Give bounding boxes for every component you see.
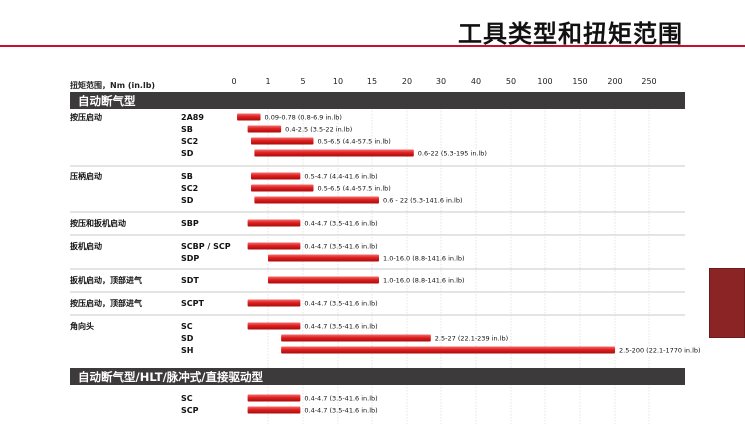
x-tick-label: 15 <box>367 77 377 86</box>
section-header-bar <box>70 368 685 385</box>
range-bar <box>254 196 379 204</box>
range-bar <box>247 125 282 133</box>
section-header-label: 自动断气型 <box>78 94 136 108</box>
model-label: SBP <box>181 219 199 228</box>
x-tick-label: 100 <box>537 77 552 86</box>
range-value-label: 0.6-22 (5.3-195 in.lb) <box>418 150 487 158</box>
model-label: SD <box>181 334 194 343</box>
x-tick-label: 0 <box>231 77 236 86</box>
model-label: SD <box>181 149 194 158</box>
group-label: 按压启动，顶部进气 <box>70 298 142 308</box>
model-label: SC <box>181 394 193 403</box>
group-label: 角向头 <box>70 321 94 331</box>
range-bar <box>247 299 301 307</box>
range-value-label: 0.5-6.5 (4.4-57.5 in.lb) <box>318 138 391 146</box>
x-tick-label: 10 <box>333 77 343 86</box>
range-value-label: 0.4-4.7 (3.5-41.6 in.lb) <box>304 300 377 308</box>
range-bar <box>251 172 301 180</box>
model-label: SCP <box>181 406 199 415</box>
x-tick-label: 1 <box>265 77 270 86</box>
range-value-label: 0.4-2.5 (3.5-22 in.lb) <box>285 126 352 134</box>
range-value-label: 0.5-6.5 (4.4-57.5 in.lb) <box>318 185 391 193</box>
range-value-label: 1.0-16.0 (8.8-141.6 in.lb) <box>383 255 465 263</box>
section-header-bar <box>70 92 685 109</box>
model-label: 2A89 <box>181 113 204 122</box>
side-tab[interactable] <box>709 268 745 338</box>
range-bar <box>247 394 301 402</box>
title-underline <box>0 45 745 47</box>
page-title: 工具类型和扭矩范围 <box>458 20 683 48</box>
range-value-label: 0.4-4.7 (3.5-41.6 in.lb) <box>304 220 377 228</box>
group-label: 按压启动 <box>70 112 102 122</box>
x-tick-label: 250 <box>641 77 656 86</box>
range-value-label: 0.5-4.7 (4.4-41.6 in.lb) <box>304 173 377 181</box>
x-tick-label: 50 <box>506 77 516 86</box>
range-value-label: 0.4-4.7 (3.5-41.6 in.lb) <box>304 243 377 251</box>
model-label: SC2 <box>181 137 198 146</box>
model-label: SCPT <box>181 299 204 308</box>
range-bar <box>247 219 301 227</box>
section-header-label: 自动断气型/HLT/脉冲式/直接驱动型 <box>78 370 263 384</box>
group-label: 按压和扳机启动 <box>70 218 126 228</box>
model-label: SCBP / SCP <box>181 242 231 251</box>
model-label: SDP <box>181 254 199 263</box>
range-bar <box>251 184 314 192</box>
model-label: SB <box>181 172 193 181</box>
range-value-label: 0.6 - 22 (5.3-141.6 in.lb) <box>383 197 463 205</box>
model-label: SDT <box>181 276 199 285</box>
x-tick-label: 150 <box>572 77 587 86</box>
x-tick-label: 30 <box>436 77 446 86</box>
range-bar <box>268 276 379 284</box>
x-axis-label: 扭矩范围，Nm (in.lb) <box>70 80 155 90</box>
model-label: SD <box>181 196 194 205</box>
range-bar <box>254 149 414 157</box>
range-bar <box>247 322 301 330</box>
group-label: 扳机启动 <box>70 241 102 251</box>
range-bar <box>247 242 301 250</box>
range-value-label: 0.4-4.7 (3.5-41.6 in.lb) <box>304 407 377 415</box>
range-value-label: 0.4-4.7 (3.5-41.6 in.lb) <box>304 323 377 331</box>
x-tick-label: 5 <box>300 77 305 86</box>
x-tick-label: 20 <box>402 77 412 86</box>
group-label: 压柄启动 <box>70 171 102 181</box>
range-bar <box>251 137 314 145</box>
x-axis-ticks: 0 1 5 10 15 20 30 40 50 100 150 200 250 <box>231 77 656 86</box>
range-bar <box>281 334 431 342</box>
range-value-label: 0.4-4.7 (3.5-41.6 in.lb) <box>304 395 377 403</box>
range-value-label: 0.09-0.78 (0.8-6.9 in.lb) <box>265 114 342 122</box>
range-bar <box>247 406 301 414</box>
range-bar <box>268 254 379 262</box>
range-value-label: 2.5-200 (22.1-1770 in.lb) <box>619 347 701 355</box>
x-tick-label: 40 <box>471 77 481 86</box>
range-value-label: 1.0-16.0 (8.8-141.6 in.lb) <box>383 277 465 285</box>
group-label: 扳机启动，顶部进气 <box>70 275 142 285</box>
model-label: SC2 <box>181 184 198 193</box>
range-bar <box>237 113 261 121</box>
range-bar <box>281 346 615 354</box>
model-label: SH <box>181 346 193 355</box>
x-tick-label: 200 <box>607 77 622 86</box>
model-label: SC <box>181 322 193 331</box>
range-value-label: 2.5-27 (22.1-239 in.lb) <box>435 335 508 343</box>
model-label: SB <box>181 125 193 134</box>
